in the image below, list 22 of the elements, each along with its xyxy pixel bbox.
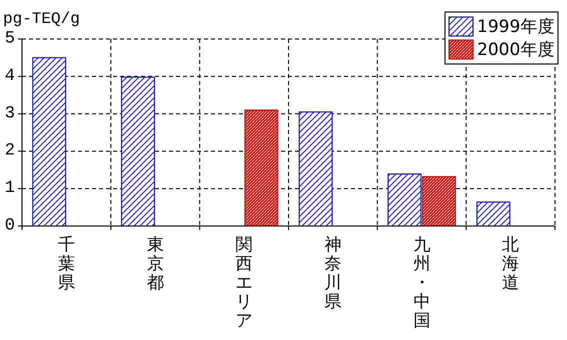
bar [422, 176, 456, 226]
y-tick-label: 1 [4, 179, 15, 198]
x-tick-label: 千葉県 [58, 235, 75, 293]
x-tick-label: 九州・中国 [413, 235, 430, 331]
legend-label: 1999年度 [477, 17, 554, 37]
bar [244, 110, 278, 226]
bar [32, 57, 66, 226]
x-tick-label: 東京都 [146, 235, 164, 293]
y-tick-label: 2 [4, 142, 15, 161]
x-tick-label: 北海道 [502, 235, 520, 293]
bar [298, 111, 333, 226]
x-tick-label: 関西エリア [236, 235, 253, 331]
bar [388, 174, 422, 226]
y-tick-label: 3 [4, 104, 15, 124]
y-tick-label: 5 [4, 30, 15, 48]
bar [121, 76, 155, 226]
bar [476, 202, 510, 226]
y-axis-title: pg-TEQ/g [3, 10, 80, 28]
y-tick-label: 0 [4, 216, 15, 236]
x-tick-label: 神奈川県 [324, 235, 342, 312]
legend-label: 2000年度 [477, 40, 554, 60]
y-tick-label: 4 [4, 66, 15, 86]
